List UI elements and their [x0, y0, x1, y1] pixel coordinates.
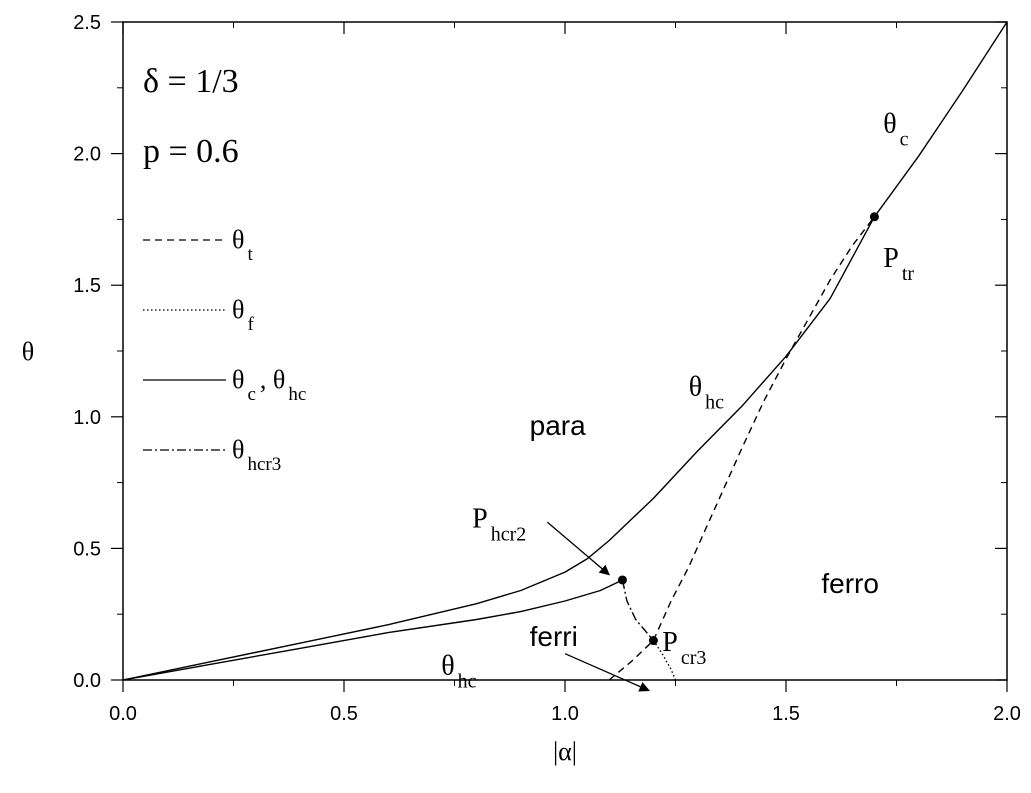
legend-label: θhcr3	[232, 435, 281, 475]
x-tick-label: 1.5	[772, 703, 800, 725]
legend: θt θf θc, θhc θhcr3	[143, 225, 306, 475]
y-axis-label: θ	[22, 337, 34, 366]
marker-point	[617, 575, 627, 585]
pointer-arrow	[546, 521, 610, 576]
y-tick-label: 0.5	[73, 538, 101, 560]
y-tick-label: 2.5	[73, 12, 101, 34]
region-label: para	[530, 410, 586, 441]
marker-point	[648, 636, 658, 646]
x-tick-label: 1.0	[551, 703, 579, 725]
series-line-solid	[122, 579, 623, 681]
parameter-label: δ = 1/3	[143, 63, 239, 100]
legend-label: θc, θhc	[232, 365, 306, 405]
x-tick-label: 0.0	[109, 703, 137, 725]
x-axis-label: |α|	[553, 737, 577, 766]
y-tick-label: 2.0	[73, 144, 101, 166]
legend-label: θt	[232, 225, 253, 265]
pointer-arrow	[564, 653, 650, 692]
series-line-dashdot	[621, 579, 654, 641]
region-label: ferro	[821, 568, 879, 599]
legend-label: θf	[232, 295, 254, 335]
x-tick-label: 2.0	[993, 703, 1021, 725]
parameter-label: p = 0.6	[143, 133, 239, 170]
axis-ticks: 0.0 0.5 1.0 1.5 2.0 0.0 0.5 1.0 1.5 2.0 2.5	[73, 12, 1021, 725]
chart-text: |α| θ δ = 1/3 p = 0.6 θ c θ hc θ hc P tr P hcr2 P cr3 pa…	[22, 63, 915, 766]
arrows	[546, 521, 650, 692]
marker-point	[869, 212, 879, 222]
y-tick-label: 1.5	[73, 275, 101, 297]
point-markers	[617, 212, 879, 646]
region-label: ferri	[530, 621, 578, 652]
y-tick-label: 1.0	[73, 407, 101, 429]
y-tick-label: 0.0	[73, 670, 101, 692]
series-line-dashed	[608, 639, 654, 681]
curve-annotation: θ hc	[689, 372, 724, 414]
curve-annotation: θ hc	[441, 651, 476, 693]
series-line-dashed	[652, 216, 875, 641]
series-line-dotted	[652, 640, 677, 681]
x-tick-label: 0.5	[330, 703, 358, 725]
